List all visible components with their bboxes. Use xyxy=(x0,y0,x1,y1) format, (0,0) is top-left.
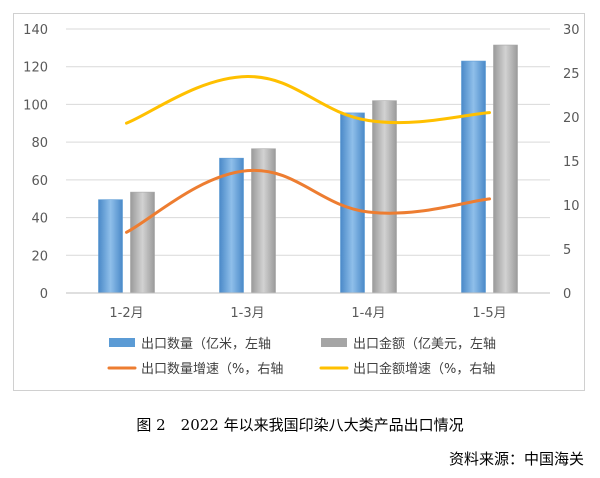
bar-export-value xyxy=(372,100,397,294)
bar-export-value xyxy=(130,191,155,294)
y-right-tick-label: 20 xyxy=(563,111,580,126)
bar-export-volume xyxy=(461,60,486,294)
line-value-growth xyxy=(125,75,491,125)
y-right-tick-label: 10 xyxy=(563,199,580,214)
y-left-tick-label: 140 xyxy=(23,23,48,38)
y-left-tick-label: 120 xyxy=(23,61,48,76)
y-left-tick-label: 20 xyxy=(31,249,48,264)
source-note: 资料来源：中国海关 xyxy=(448,450,584,468)
line-volume-growth xyxy=(125,169,491,234)
y-left-tick-label: 40 xyxy=(31,212,48,227)
legend-swatch-export-volume xyxy=(109,338,135,347)
y-left-tick-label: 100 xyxy=(23,98,48,113)
x-tick-label: 1-2月 xyxy=(109,306,143,321)
y-right-tick-label: 5 xyxy=(563,243,571,258)
y-right-tick-label: 15 xyxy=(563,155,580,170)
chart-frame: 0 20 40 60 80 100 120 140 0 5 10 15 20 25 30 1-2月 1-3月 1-… xyxy=(13,13,585,391)
x-tick-label: 1-3月 xyxy=(230,306,264,321)
chart-svg: 0 20 40 60 80 100 120 140 0 5 10 15 20 25 30 1-2月 1-3月 1-… xyxy=(23,23,580,377)
bar-export-volume xyxy=(340,112,365,294)
figure-caption: 图 2 2022 年以来我国印染八大类产品出口情况 xyxy=(136,416,464,434)
y-right-tick-label: 25 xyxy=(563,67,580,82)
legend-label-export-volume: 出口数量（亿米，左轴 xyxy=(141,337,271,352)
y-left-tick-label: 80 xyxy=(31,136,48,151)
bar-export-value xyxy=(493,44,518,294)
bar-export-volume xyxy=(98,199,123,294)
legend-label-export-value: 出口金额（亿美元，左轴 xyxy=(353,336,496,352)
y-left-tick-label: 60 xyxy=(31,174,48,189)
y-right-tick-label: 0 xyxy=(563,287,571,302)
legend-swatch-export-value xyxy=(321,338,347,347)
x-tick-label: 1-5月 xyxy=(472,306,506,321)
x-tick-label: 1-4月 xyxy=(351,306,385,321)
bar-export-volume xyxy=(219,157,244,294)
legend-label-volume-growth: 出口数量增速（%，右轴 xyxy=(141,362,283,377)
y-left-tick-label: 0 xyxy=(40,287,48,302)
legend-label-value-growth: 出口金额增速（%，右轴 xyxy=(353,361,495,377)
y-right-tick-label: 30 xyxy=(563,23,580,38)
